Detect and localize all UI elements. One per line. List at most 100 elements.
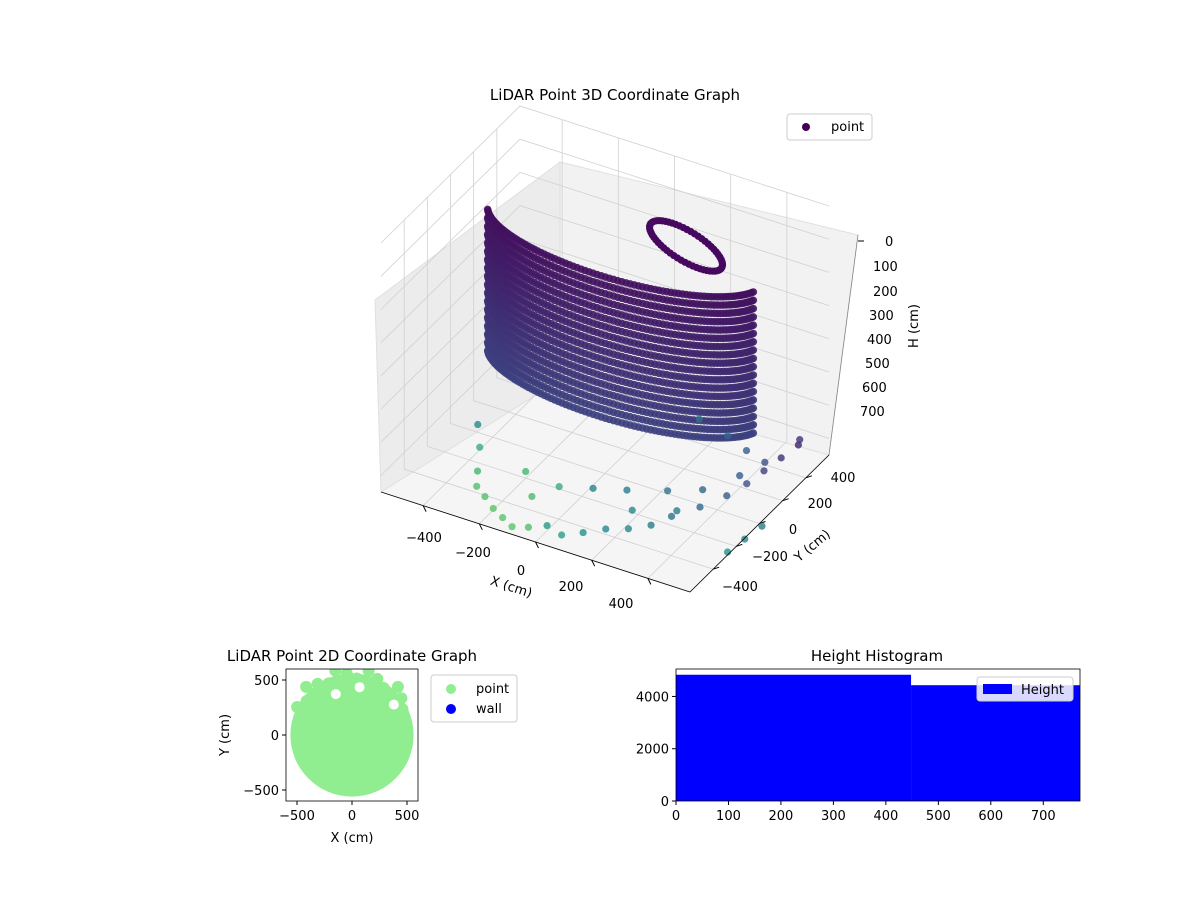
x-tick-label: 0 <box>517 564 525 579</box>
x-tick-label: −500 <box>279 809 315 824</box>
y-axis-label-3d: Y (cm) <box>791 527 834 566</box>
gap <box>330 689 341 700</box>
wall-point <box>749 313 758 321</box>
scatter-point <box>673 507 681 515</box>
y-tick-label: 0 <box>661 795 669 810</box>
y-tick-label: −200 <box>752 550 788 565</box>
y-tick-mark <box>736 543 743 547</box>
chart-3d-title: LiDAR Point 3D Coordinate Graph <box>490 86 740 104</box>
x-tick-label: 100 <box>716 809 741 824</box>
x-tick-label: 0 <box>672 809 680 824</box>
y-ticks-2d: 500 0 −500 <box>243 674 286 799</box>
x-tick-label: 0 <box>348 809 356 824</box>
y-ticks-hist: 0 2000 4000 <box>636 690 676 810</box>
scatter-point <box>558 531 566 539</box>
wall-point <box>749 379 758 388</box>
x-tick-label: 500 <box>395 809 420 824</box>
grid-line <box>403 220 714 570</box>
scatter-point <box>741 535 749 543</box>
x-tick-label: 200 <box>559 580 584 595</box>
wall-point <box>749 304 758 313</box>
scatter-point <box>543 522 551 530</box>
chart-2d-title: LiDAR Point 2D Coordinate Graph <box>227 647 477 665</box>
x-tick-mark <box>535 541 539 549</box>
wall-point <box>749 396 758 404</box>
z-tick-label: 300 <box>869 309 894 324</box>
x-ticks-3d: −400 −200 0 200 400 <box>406 531 633 612</box>
point-marker <box>300 695 313 708</box>
y-tick-label: 0 <box>789 523 797 538</box>
scatter-point <box>589 484 597 492</box>
z-axis-line <box>828 234 859 456</box>
scatter-point <box>555 483 563 491</box>
y-tick-mark <box>782 498 789 502</box>
y-tick-mark <box>713 566 720 570</box>
scatter-point <box>796 436 804 444</box>
points-2d <box>290 669 414 797</box>
scatter-point <box>699 486 707 494</box>
y-ticks-3d: −400 −200 0 200 400 <box>722 471 855 595</box>
point-marker <box>300 680 313 693</box>
gap <box>388 699 399 710</box>
scatter-point <box>522 467 530 476</box>
x-tick-mark <box>478 523 483 531</box>
x-tick-mark <box>591 559 596 567</box>
wall-point <box>749 337 758 346</box>
y-tick-label: 2000 <box>636 743 669 758</box>
scatter-point <box>624 525 633 533</box>
scatter-point <box>499 513 507 522</box>
points-3d <box>473 205 804 556</box>
histogram-bar <box>911 685 1080 801</box>
legend-label-point: point <box>831 120 864 135</box>
point-marker <box>350 672 363 685</box>
point-marker <box>371 672 384 685</box>
y-tick-label: 200 <box>808 497 833 512</box>
y-axis-line <box>689 454 830 593</box>
legend-marker-point <box>446 684 456 694</box>
x-tick-label: 500 <box>926 809 951 824</box>
scatter-point <box>489 504 497 513</box>
x-tick-mark <box>422 505 427 512</box>
scatter-point <box>743 480 751 488</box>
chart-histogram: Height Histogram 0 100 200 300 400 500 600 700 … <box>636 647 1081 824</box>
scatter-point <box>696 503 704 511</box>
wall-point <box>749 321 758 329</box>
scatter-point <box>647 521 655 529</box>
point-marker <box>395 692 408 705</box>
legend-label-point: point <box>476 682 509 697</box>
wall-point <box>749 296 758 305</box>
legend-marker-height <box>983 684 1012 694</box>
wall-point <box>749 354 758 363</box>
x-tick-label: 200 <box>769 809 794 824</box>
chart-3d: LiDAR Point 3D Coordinate Graph −400 −20… <box>374 86 922 612</box>
x-tick-label: 700 <box>1031 809 1056 824</box>
grid-line <box>380 205 830 343</box>
wall-point <box>749 387 758 396</box>
point-marker <box>377 681 390 694</box>
x-tick-label: 600 <box>978 809 1003 824</box>
scatter-point <box>481 492 489 501</box>
y-tick-label: 500 <box>254 674 279 689</box>
x-tick-label: 400 <box>609 597 634 612</box>
y-tick-mark <box>805 475 812 479</box>
grid-line <box>496 128 806 479</box>
scatter-point <box>474 420 482 429</box>
scatter-point <box>723 492 731 500</box>
wall-point <box>749 362 758 371</box>
scatter-point <box>760 467 768 475</box>
scatter-point <box>736 472 744 480</box>
x-axis-label-2d: X (cm) <box>331 831 374 846</box>
z-tick-label: 600 <box>862 381 887 396</box>
legend-hist: Height <box>976 676 1074 702</box>
wall-point <box>749 288 758 296</box>
z-tick-label: 500 <box>865 357 890 372</box>
axes-frame-hist <box>675 668 1081 802</box>
x-tick-label: −200 <box>455 546 491 561</box>
gap <box>354 682 365 693</box>
wall-point <box>749 371 758 379</box>
scatter-point <box>473 467 482 475</box>
wall-point <box>749 420 758 429</box>
x-tick-mark <box>647 578 652 585</box>
z-tick-label: 400 <box>867 333 892 348</box>
